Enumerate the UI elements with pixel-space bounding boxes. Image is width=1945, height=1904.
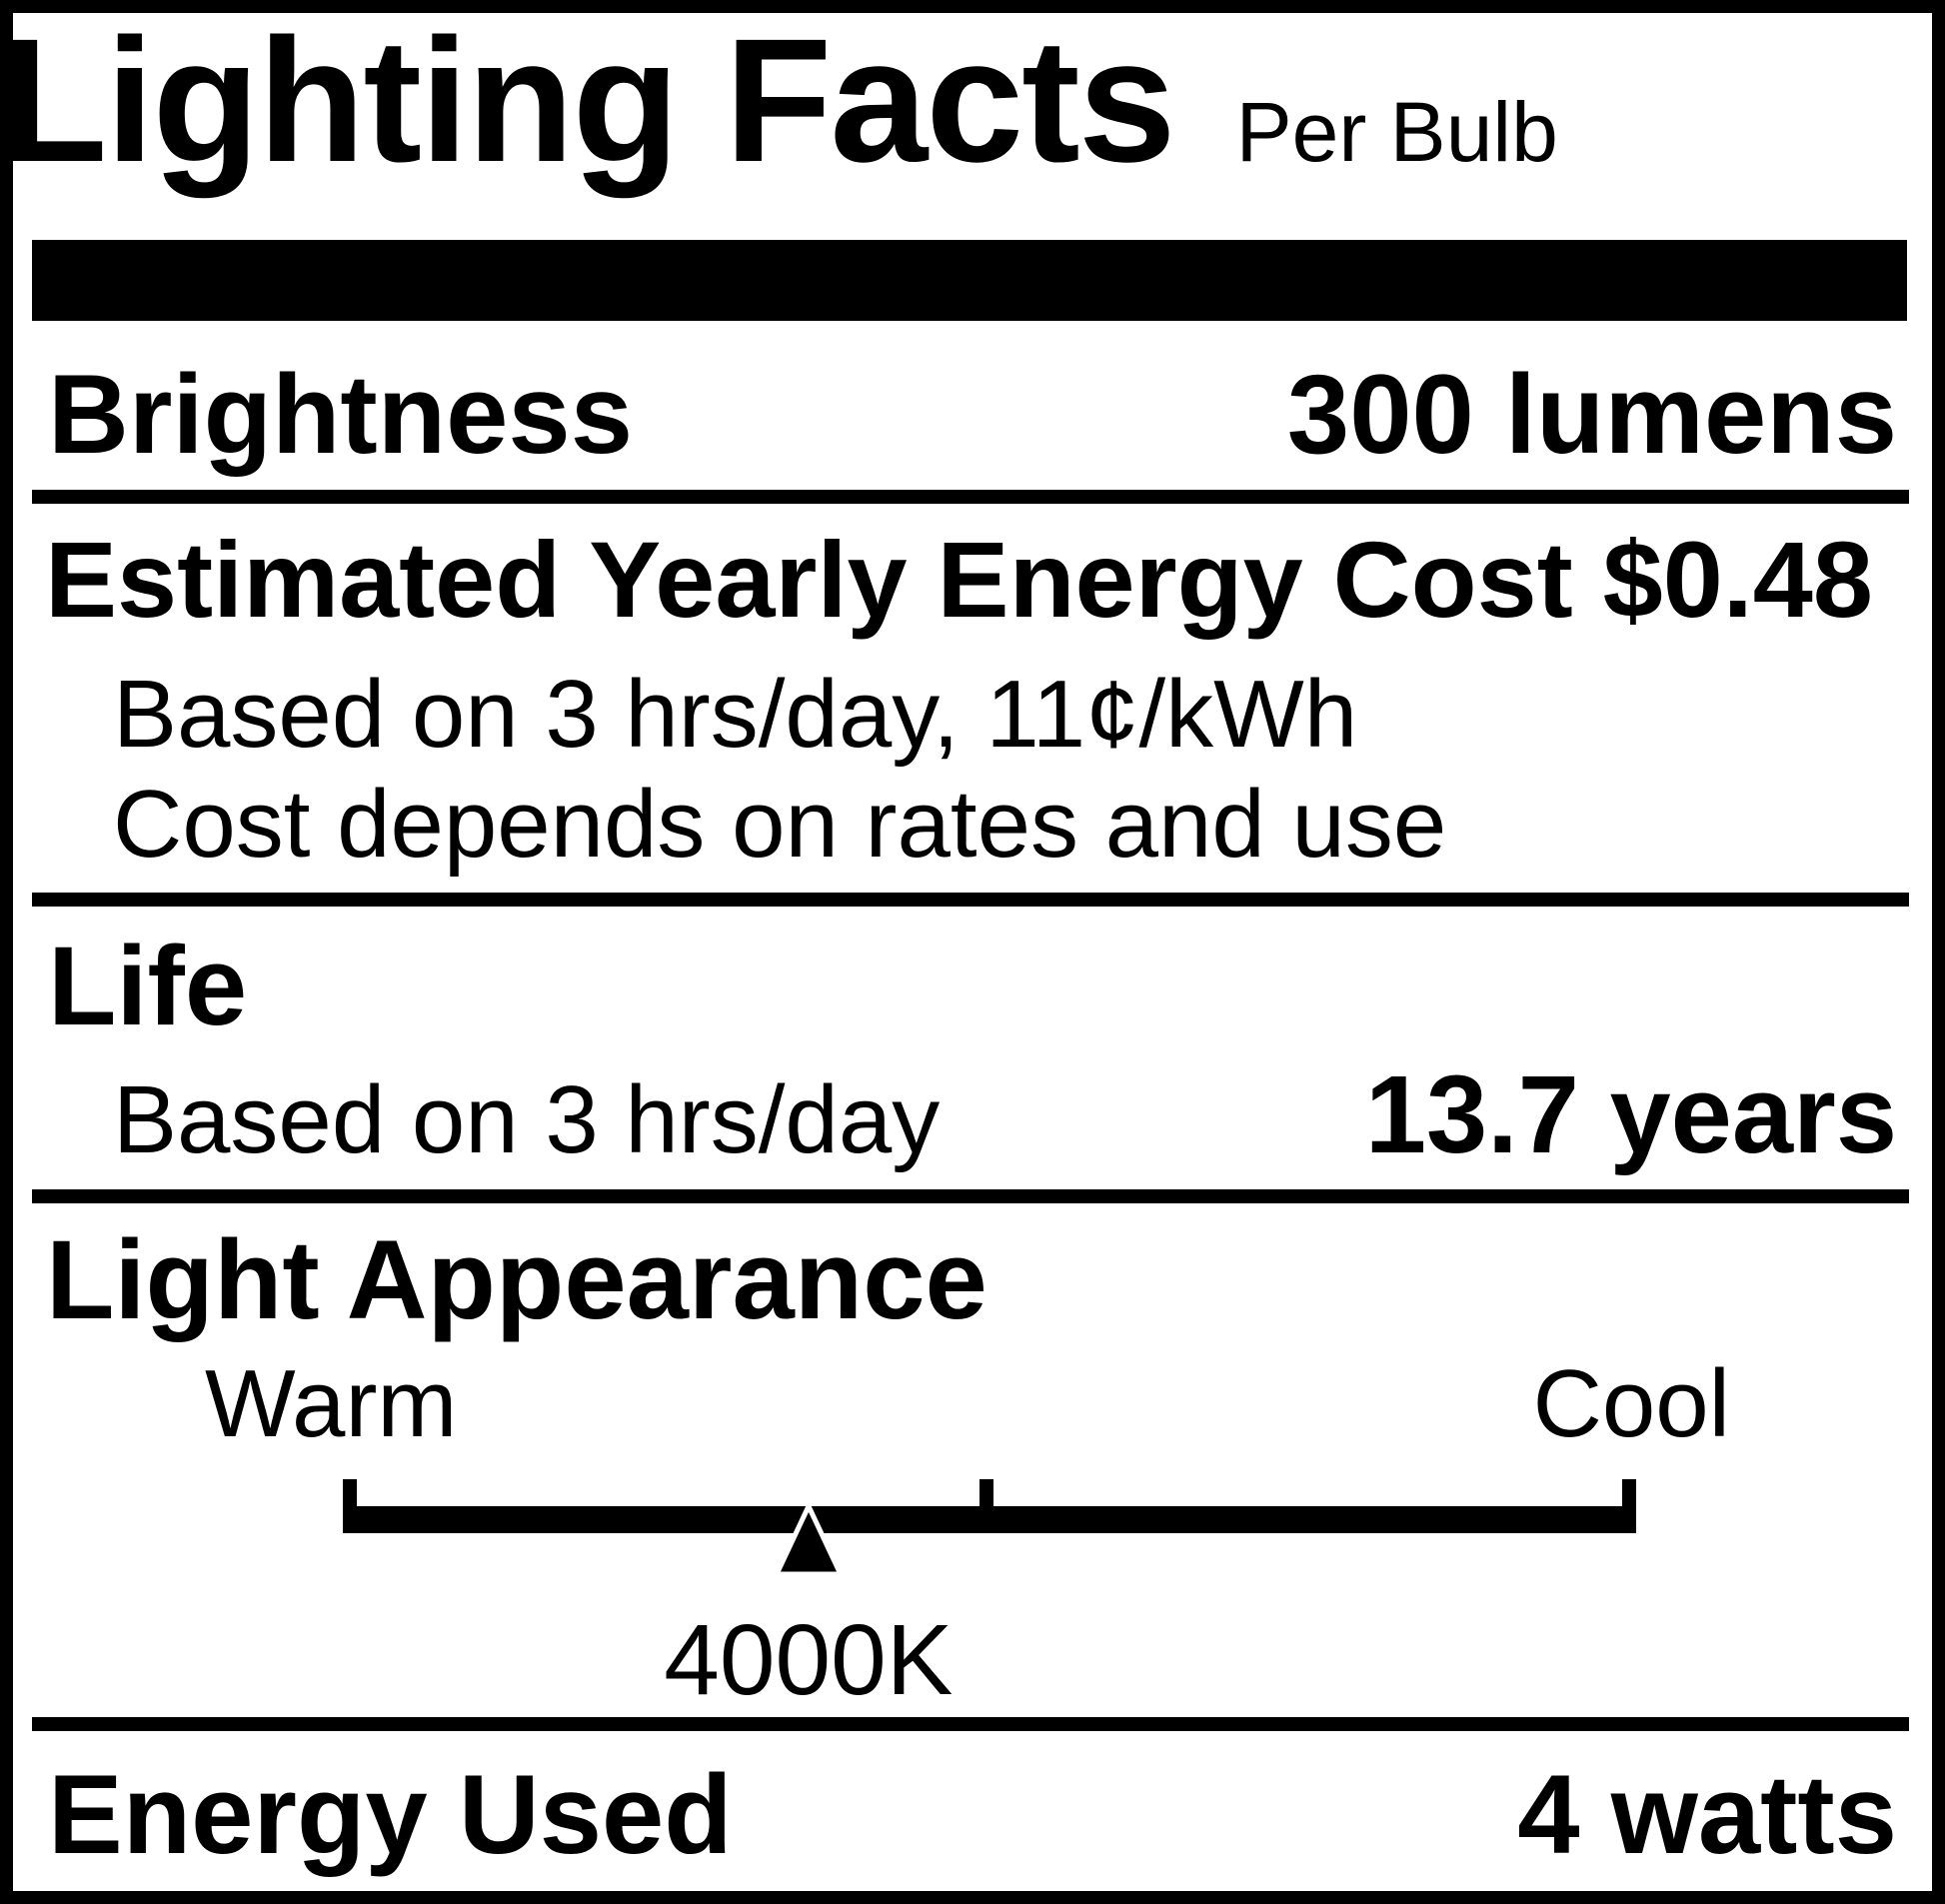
divider bbox=[32, 490, 1909, 504]
divider bbox=[32, 893, 1909, 907]
life-value: 13.7 years bbox=[1364, 1053, 1897, 1176]
warm-label: Warm bbox=[205, 1350, 458, 1457]
brightness-label: Brightness bbox=[48, 352, 633, 477]
kelvin-value: 4000K bbox=[664, 1604, 954, 1716]
light-appearance-label: Light Appearance bbox=[46, 1217, 987, 1342]
energy-cost-note-usage: Cost depends on rates and use bbox=[113, 771, 1447, 878]
life-note: Based on 3 hrs/day bbox=[113, 1066, 941, 1173]
temperature-scale-bar bbox=[343, 1506, 1636, 1533]
header: Lighting Facts Per Bulb bbox=[0, 0, 1945, 202]
energy-cost-label: Estimated Yearly Energy Cost $0.48 bbox=[45, 519, 1873, 640]
energy-used-label: Energy Used bbox=[48, 1752, 733, 1877]
brightness-row: Brightness 300 lumens bbox=[0, 359, 1945, 471]
warm-cool-row: Warm Cool bbox=[0, 1356, 1945, 1452]
divider bbox=[32, 1717, 1909, 1731]
life-label: Life bbox=[48, 924, 248, 1048]
temperature-marker-icon bbox=[772, 1500, 845, 1577]
energy-used-row: Energy Used 4 watts bbox=[0, 1759, 1945, 1871]
life-row: Based on 3 hrs/day 13.7 years bbox=[0, 1060, 1945, 1170]
energy-used-value: 4 watts bbox=[1517, 1752, 1897, 1877]
brightness-value: 300 lumens bbox=[1286, 352, 1897, 477]
header-separator-bar bbox=[32, 240, 1907, 321]
label-title: Lighting Facts bbox=[0, 3, 1176, 199]
cool-label: Cool bbox=[1532, 1350, 1730, 1457]
divider bbox=[32, 1189, 1909, 1203]
per-bulb-subtitle: Per Bulb bbox=[1235, 85, 1558, 179]
energy-cost-note-rate: Based on 3 hrs/day, 11¢/kWh bbox=[113, 661, 1358, 768]
